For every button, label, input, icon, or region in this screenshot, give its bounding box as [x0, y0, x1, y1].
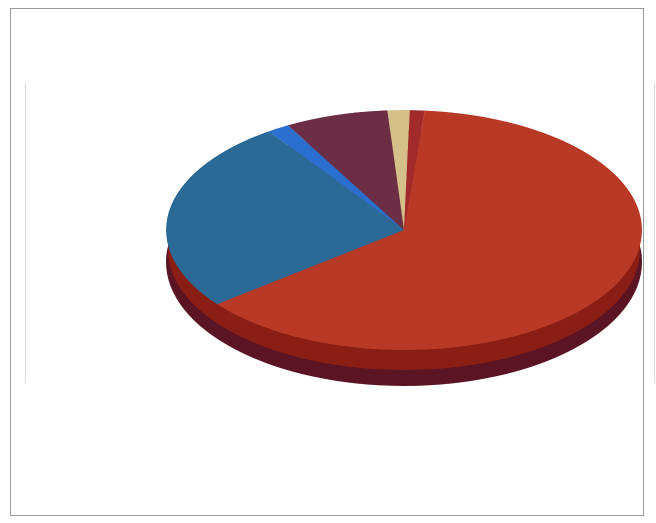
pie-slice-6	[404, 110, 425, 230]
pie-slice-1	[217, 110, 642, 350]
pie-slice-3	[268, 125, 404, 230]
plot-area	[25, 83, 655, 383]
pie-slice-2	[166, 131, 404, 305]
pie-slice-4	[287, 110, 404, 230]
pie-slice-5	[387, 110, 410, 230]
